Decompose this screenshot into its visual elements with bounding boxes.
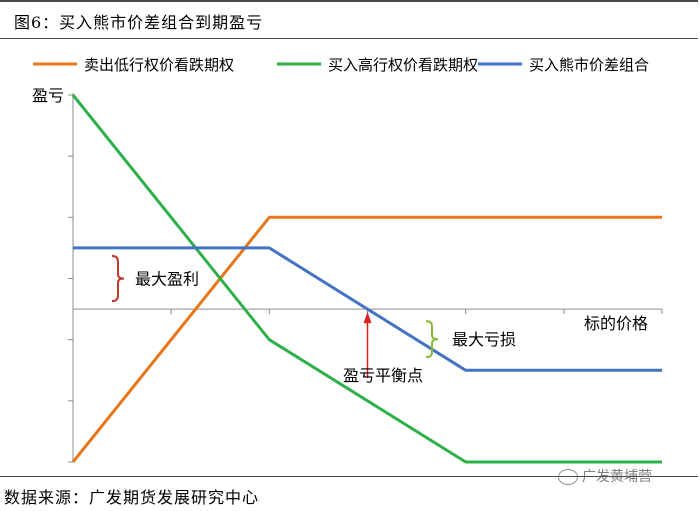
series-line: [71, 215, 662, 463]
watermark: 广发黄埔营: [558, 466, 652, 486]
x-axis-label: 标的价格: [584, 314, 648, 333]
max-loss-label: 最大亏损: [452, 330, 516, 349]
break-even-label: 盈亏平衡点: [343, 366, 423, 385]
y-axis-label: 盈亏: [32, 86, 64, 105]
chart-series: [71, 94, 662, 464]
break-even-arrow-head: [363, 312, 372, 324]
watermark-text: 广发黄埔营: [582, 469, 652, 485]
legend-label: 卖出低行权价看跌期权: [84, 56, 234, 74]
wechat-icon: [558, 469, 578, 485]
max-profit-label: 最大盈利: [135, 270, 199, 289]
figure-title: 图6：买入熊市价差组合到期盈亏: [14, 13, 264, 32]
figure-title-bar: 图6：买入熊市价差组合到期盈亏: [0, 0, 698, 39]
legend-label: 买入熊市价差组合: [529, 56, 649, 74]
max-loss-bracket: [425, 320, 439, 359]
max-profit-bracket: [111, 254, 125, 303]
footer-divider: [0, 476, 698, 477]
legend-label: 买入高行权价看跌期权: [328, 56, 478, 74]
chart-legend: 卖出低行权价看跌期权 买入高行权价看跌期权 买入熊市价差组合: [33, 56, 649, 74]
series-line: [73, 246, 662, 372]
source-note: 数据来源：广发期货发展研究中心: [4, 488, 260, 507]
series-line: [71, 94, 662, 464]
